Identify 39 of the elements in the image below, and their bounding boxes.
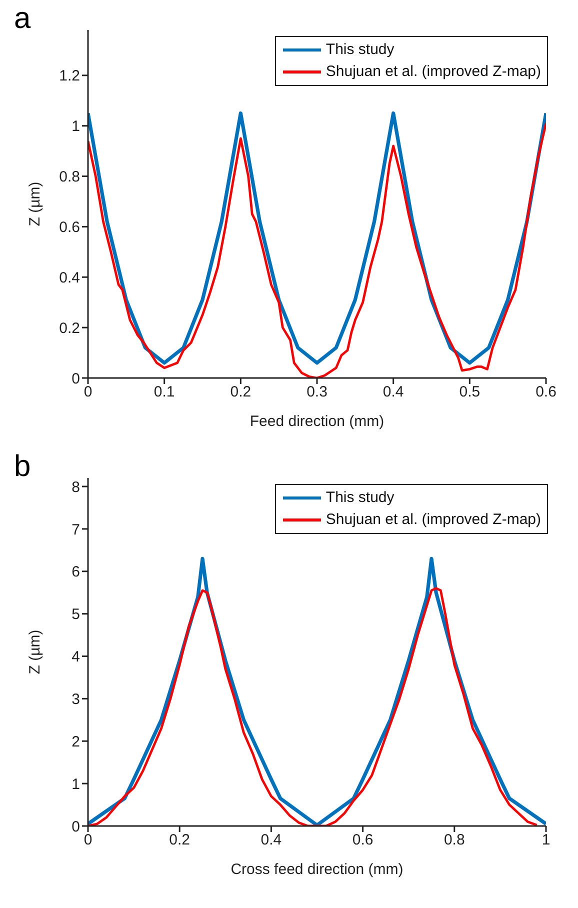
y-tick-label: 1 bbox=[72, 776, 80, 793]
y-tick-label: 7 bbox=[72, 521, 80, 538]
x-axis-title: Feed direction (mm) bbox=[250, 413, 384, 430]
x-tick-label: 0 bbox=[84, 384, 92, 401]
y-tick-label: 1 bbox=[72, 118, 80, 136]
x-tick-label: 0 bbox=[84, 832, 92, 849]
x-tick-label: 1 bbox=[542, 832, 550, 849]
x-tick-label: 0.4 bbox=[260, 832, 282, 849]
y-tick-label: 0 bbox=[72, 370, 80, 388]
y-tick-label: 2 bbox=[72, 733, 80, 750]
x-tick-label: 0.8 bbox=[444, 832, 465, 849]
legend-label: Shujuan et al. (improved Z-map) bbox=[326, 510, 541, 530]
y-tick-label: 0.8 bbox=[59, 168, 80, 186]
y-tick-label: 0 bbox=[72, 818, 80, 836]
y-tick-label: 0.6 bbox=[59, 219, 80, 236]
x-tick-label: 0.3 bbox=[306, 384, 328, 401]
y-tick-label: 0.2 bbox=[59, 320, 80, 337]
chart-title: a bbox=[14, 2, 31, 36]
legend-label: This study bbox=[326, 488, 394, 508]
x-tick-label: 0.5 bbox=[459, 384, 480, 401]
y-tick-label: 6 bbox=[72, 564, 80, 581]
x-axis-title: Cross feed direction (mm) bbox=[230, 861, 404, 878]
y-tick-label: 4 bbox=[72, 648, 80, 666]
legend-label: This study bbox=[326, 40, 394, 60]
y-tick-label: 3 bbox=[72, 691, 80, 708]
x-tick-label: 0.6 bbox=[536, 384, 556, 401]
y-axis-title: Z (µm) bbox=[26, 630, 44, 674]
y-tick-label: 1.2 bbox=[59, 68, 80, 85]
chart-title: b bbox=[14, 450, 31, 484]
x-tick-label: 0.2 bbox=[230, 384, 252, 401]
y-tick-label: 0.4 bbox=[59, 269, 80, 286]
y-tick-label: 5 bbox=[72, 606, 80, 624]
x-tick-label: 0.2 bbox=[169, 832, 190, 849]
x-tick-label: 0.4 bbox=[382, 384, 404, 401]
legend-label: Shujuan et al. (improved Z-map) bbox=[326, 62, 541, 82]
y-tick-label: 8 bbox=[72, 478, 80, 496]
y-axis-title: Z (µm) bbox=[26, 182, 44, 226]
x-tick-label: 0.1 bbox=[154, 384, 175, 401]
x-tick-label: 0.6 bbox=[352, 832, 374, 849]
